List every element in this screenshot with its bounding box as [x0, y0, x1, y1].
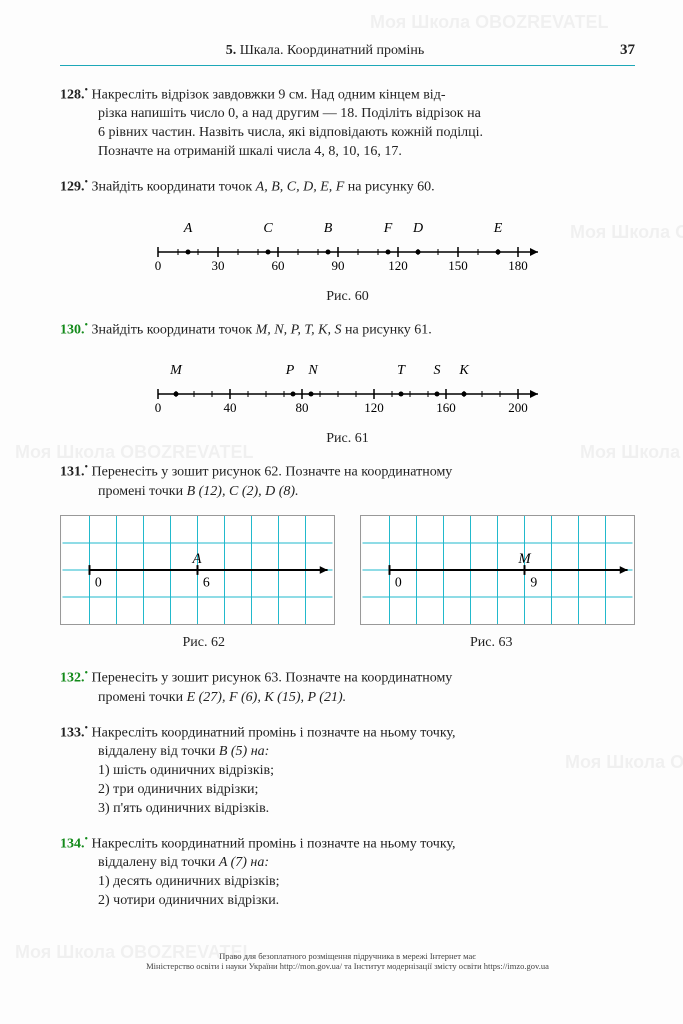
svg-text:30: 30 [211, 258, 224, 273]
exercise-133: 133.• Накресліть координатний промінь і … [60, 722, 635, 819]
svg-text:P: P [284, 363, 294, 378]
section-title: 5. Шкала. Координатний промінь [226, 42, 425, 61]
exercise-132: 132.• Перенесіть у зошит рисунок 63. Поз… [60, 667, 635, 707]
page-number: 37 [620, 40, 635, 60]
svg-text:0: 0 [154, 400, 161, 415]
exercise-134: 134.• Накресліть координатний промінь і … [60, 833, 635, 911]
svg-text:E: E [492, 221, 502, 236]
svg-text:C: C [263, 221, 273, 236]
svg-text:200: 200 [508, 400, 528, 415]
svg-text:A: A [192, 552, 203, 568]
figure-60-caption: Рис. 60 [60, 288, 635, 307]
watermark: Моя Школа OBOZREVATEL [370, 10, 608, 34]
svg-text:A: A [182, 221, 192, 236]
svg-text:N: N [307, 363, 318, 378]
svg-text:M: M [517, 552, 531, 568]
figure-63: 0 M 9 [360, 515, 635, 632]
svg-text:90: 90 [331, 258, 344, 273]
figure-61-caption: Рис. 61 [60, 430, 635, 449]
svg-text:150: 150 [448, 258, 468, 273]
svg-text:60: 60 [271, 258, 284, 273]
figure-62-caption: Рис. 62 [183, 634, 226, 653]
exercise-128: 128.• Накресліть відрізок завдовжки 9 см… [60, 84, 635, 162]
svg-text:6: 6 [203, 575, 210, 590]
exercise-129: 129.• Знайдіть координати точок A, B, C,… [60, 176, 635, 198]
svg-text:80: 80 [295, 400, 308, 415]
svg-text:S: S [433, 363, 440, 378]
svg-text:0: 0 [95, 575, 102, 590]
exercise-131: 131.• Перенесіть у зошит рисунок 62. Поз… [60, 461, 635, 501]
figure-61: 0 40 80 120 160 200 M P N T S K [60, 354, 635, 424]
figure-62: 0 A 6 [60, 515, 335, 632]
svg-text:40: 40 [223, 400, 236, 415]
page-header: 5. Шкала. Координатний промінь 37 [60, 40, 635, 66]
svg-text:9: 9 [530, 575, 537, 590]
figure-60: 0 30 60 90 120 150 180 A C B F D E [60, 212, 635, 282]
svg-text:120: 120 [388, 258, 408, 273]
footer-copyright: Право для безоплатного розміщення підруч… [60, 951, 635, 971]
exercise-130: 130.• Знайдіть координати точок M, N, P,… [60, 319, 635, 341]
svg-text:K: K [458, 363, 469, 378]
svg-text:180: 180 [508, 258, 528, 273]
figure-63-caption: Рис. 63 [470, 634, 513, 653]
svg-text:F: F [382, 221, 392, 236]
svg-text:B: B [323, 221, 332, 236]
svg-text:120: 120 [364, 400, 384, 415]
svg-text:0: 0 [154, 258, 161, 273]
svg-text:M: M [169, 363, 183, 378]
svg-text:D: D [411, 221, 422, 236]
svg-text:T: T [397, 363, 406, 378]
svg-text:160: 160 [436, 400, 456, 415]
svg-text:0: 0 [395, 575, 402, 590]
